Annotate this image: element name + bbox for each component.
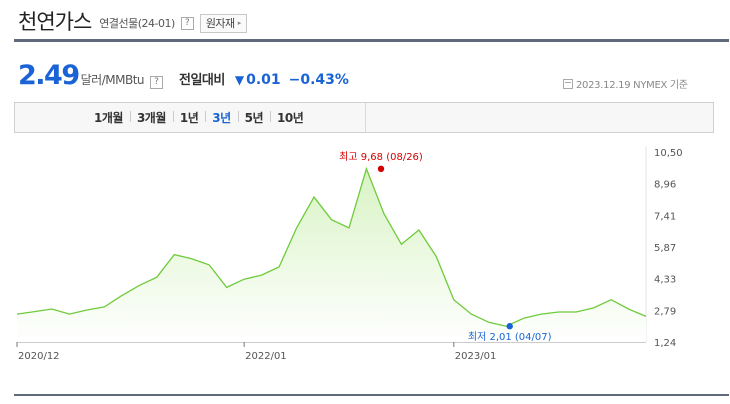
compare-label: 전일대비 [179,73,225,88]
contract-label: 연결선물(24-01) [99,17,175,30]
price-change-percent: −0.43% [288,72,349,88]
y-tick-label: 1,24 [654,338,676,349]
base-date: 2023.12.19 NYMEX 기준 [563,76,688,91]
header: 천연가스 연결선물(24-01) ? 원자재 ▸ [18,6,247,36]
down-arrow-icon: ▼ [234,73,245,87]
x-tick-label: 2020/12 [18,351,60,362]
price-chart: 10,50 8,96 7,41 5,87 4,33 2,79 1,24 2020/12 2022… [16,146,683,362]
y-tick-label: 2,79 [654,306,676,317]
commodities-button[interactable]: 원자재 ▸ [199,13,247,33]
period-tab[interactable]: 1개월 [94,111,123,125]
current-price: 2.49 [18,60,80,91]
commodities-button-label: 원자재 [205,17,235,30]
price-unit: 달러/MMBtu [80,73,145,87]
series-area [17,168,646,342]
period-tab[interactable]: 1년 [172,109,205,126]
period-tabs: 1개월 3개월 1년 3년 5년 10년 [87,103,310,132]
high-point-marker [377,165,385,173]
x-tick-label: 2023/01 [455,351,497,362]
period-bar-divider [365,103,366,132]
y-tick-label: 8,96 [654,180,676,191]
calendar-icon [563,78,573,89]
y-tick-label: 4,33 [654,275,676,286]
high-point-label: 최고 9,68 (08/26) [339,151,423,163]
period-tab[interactable]: 3년 [205,109,237,126]
footer-divider [14,394,729,396]
period-tab[interactable]: 3개월 [129,109,173,126]
unit-help-icon[interactable]: ? [150,76,163,89]
quote-row: 2.49 달러/MMBtu ? 전일대비 ▼ 0.01 −0.43% [18,60,349,92]
y-tick-label: 7,41 [654,211,676,222]
page-title: 천연가스 [18,10,92,34]
base-date-text: 2023.12.19 NYMEX 기준 [576,80,688,91]
x-tick-label: 2022/01 [245,351,287,362]
series-line [16,166,647,327]
header-divider [14,39,729,42]
price-change: 0.01 [246,72,281,88]
help-icon[interactable]: ? [180,16,194,30]
y-tick-label: 5,87 [654,243,676,254]
y-tick-label: 10,50 [654,148,683,159]
chevron-right-icon: ▸ [237,19,242,27]
period-tab[interactable]: 10년 [270,109,310,126]
period-tab[interactable]: 5년 [237,109,270,126]
low-point-label: 최저 2,01 (04/07) [468,331,552,343]
period-selector: 1개월 3개월 1년 3년 5년 10년 [14,102,714,133]
low-point-marker [506,323,513,330]
